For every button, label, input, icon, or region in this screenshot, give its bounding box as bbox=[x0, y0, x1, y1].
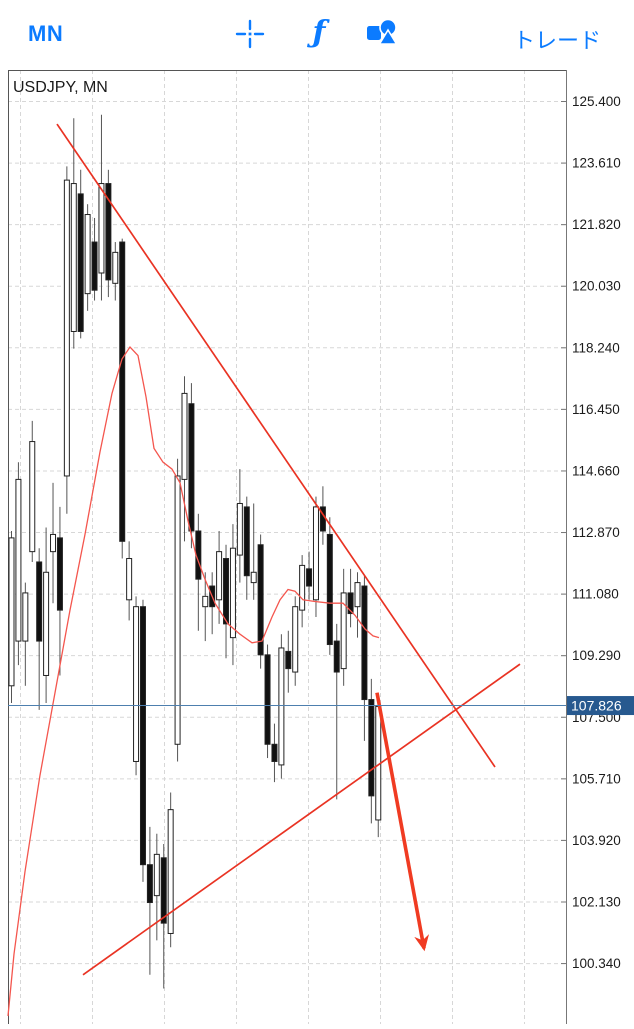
candle bbox=[22, 582, 29, 686]
candle bbox=[375, 699, 382, 838]
candle bbox=[236, 469, 243, 583]
candle bbox=[292, 596, 299, 686]
candle bbox=[15, 462, 22, 666]
candle bbox=[216, 531, 223, 624]
candle bbox=[354, 572, 361, 638]
candle bbox=[105, 169, 112, 298]
indicator-function-icon: ƒ bbox=[312, 15, 326, 50]
y-axis-label: 100.340 bbox=[572, 956, 621, 971]
y-axis-label: 102.130 bbox=[572, 894, 621, 909]
candle bbox=[146, 826, 153, 975]
candle bbox=[306, 551, 313, 600]
current-price-value: 107.826 bbox=[571, 698, 622, 714]
plot-border bbox=[8, 70, 567, 1024]
timeframe-button[interactable]: MN bbox=[28, 21, 64, 46]
descending-trendline[interactable] bbox=[56, 123, 496, 768]
candle bbox=[250, 503, 257, 600]
ascending-trendline[interactable] bbox=[82, 663, 521, 976]
candle bbox=[36, 548, 43, 710]
candle bbox=[188, 383, 195, 549]
y-axis-label: 105.710 bbox=[572, 771, 621, 786]
y-axis-label: 120.030 bbox=[572, 279, 621, 294]
candle bbox=[285, 630, 292, 693]
candle bbox=[340, 568, 347, 686]
candle bbox=[195, 513, 202, 631]
candle bbox=[77, 169, 84, 339]
current-price-badge bbox=[567, 696, 634, 716]
candle bbox=[333, 623, 340, 800]
y-axis-label: 112.870 bbox=[572, 525, 620, 540]
candle bbox=[202, 572, 209, 642]
y-axis-label: 114.660 bbox=[572, 463, 620, 478]
candle bbox=[368, 678, 375, 824]
candle bbox=[91, 217, 98, 301]
candle bbox=[133, 596, 140, 776]
trade-button[interactable]: トレード bbox=[512, 28, 601, 53]
top-toolbar: MN ƒ トレード bbox=[0, 0, 634, 70]
candle bbox=[119, 238, 126, 559]
candle bbox=[29, 420, 36, 562]
candle bbox=[8, 531, 15, 703]
y-axis-label: 103.920 bbox=[572, 833, 621, 848]
y-axis-label: 125.400 bbox=[572, 94, 621, 109]
y-axis-label: 109.290 bbox=[572, 648, 621, 663]
candle bbox=[264, 644, 271, 759]
candle bbox=[312, 496, 319, 617]
candle bbox=[257, 534, 264, 669]
candle bbox=[98, 114, 105, 301]
candle bbox=[223, 544, 230, 659]
trend-arrow[interactable] bbox=[375, 692, 430, 952]
candle bbox=[347, 568, 354, 628]
candle bbox=[271, 723, 278, 783]
candle bbox=[112, 242, 119, 301]
y-axis-label: 121.820 bbox=[572, 217, 621, 232]
candle bbox=[84, 204, 91, 311]
candle bbox=[43, 527, 50, 703]
y-axis: 125.400 123.610 121.820 120.030 118.240 116.4… bbox=[561, 94, 621, 971]
y-axis-label: 118.240 bbox=[572, 340, 620, 355]
candle bbox=[361, 575, 368, 741]
candle bbox=[229, 524, 236, 666]
objects-button[interactable] bbox=[366, 17, 398, 54]
candle bbox=[70, 118, 77, 349]
indicators-button[interactable]: ƒ bbox=[303, 17, 335, 49]
candle bbox=[209, 572, 216, 635]
candle bbox=[63, 166, 70, 514]
candle bbox=[174, 458, 181, 762]
grid bbox=[8, 70, 566, 1024]
candle bbox=[167, 792, 174, 948]
moving-average-line bbox=[7, 345, 380, 1017]
candle bbox=[50, 482, 57, 604]
candle bbox=[243, 496, 250, 600]
candle bbox=[181, 376, 188, 542]
y-axis-label: 116.450 bbox=[572, 402, 620, 417]
candle bbox=[299, 555, 306, 628]
candle bbox=[139, 599, 146, 882]
candle bbox=[56, 506, 63, 676]
candle bbox=[326, 517, 333, 655]
symbol-timeframe-label: USDJPY, MN bbox=[13, 79, 108, 96]
candle bbox=[126, 541, 133, 621]
candle bbox=[278, 634, 285, 779]
crosshair-icon bbox=[235, 19, 265, 54]
y-axis-label: 111.080 bbox=[572, 587, 619, 602]
candles-layer bbox=[8, 114, 382, 989]
objects-icon bbox=[366, 17, 398, 54]
crosshair-button[interactable] bbox=[234, 19, 266, 54]
candle bbox=[160, 844, 167, 989]
y-axis-label: 123.610 bbox=[572, 156, 621, 171]
